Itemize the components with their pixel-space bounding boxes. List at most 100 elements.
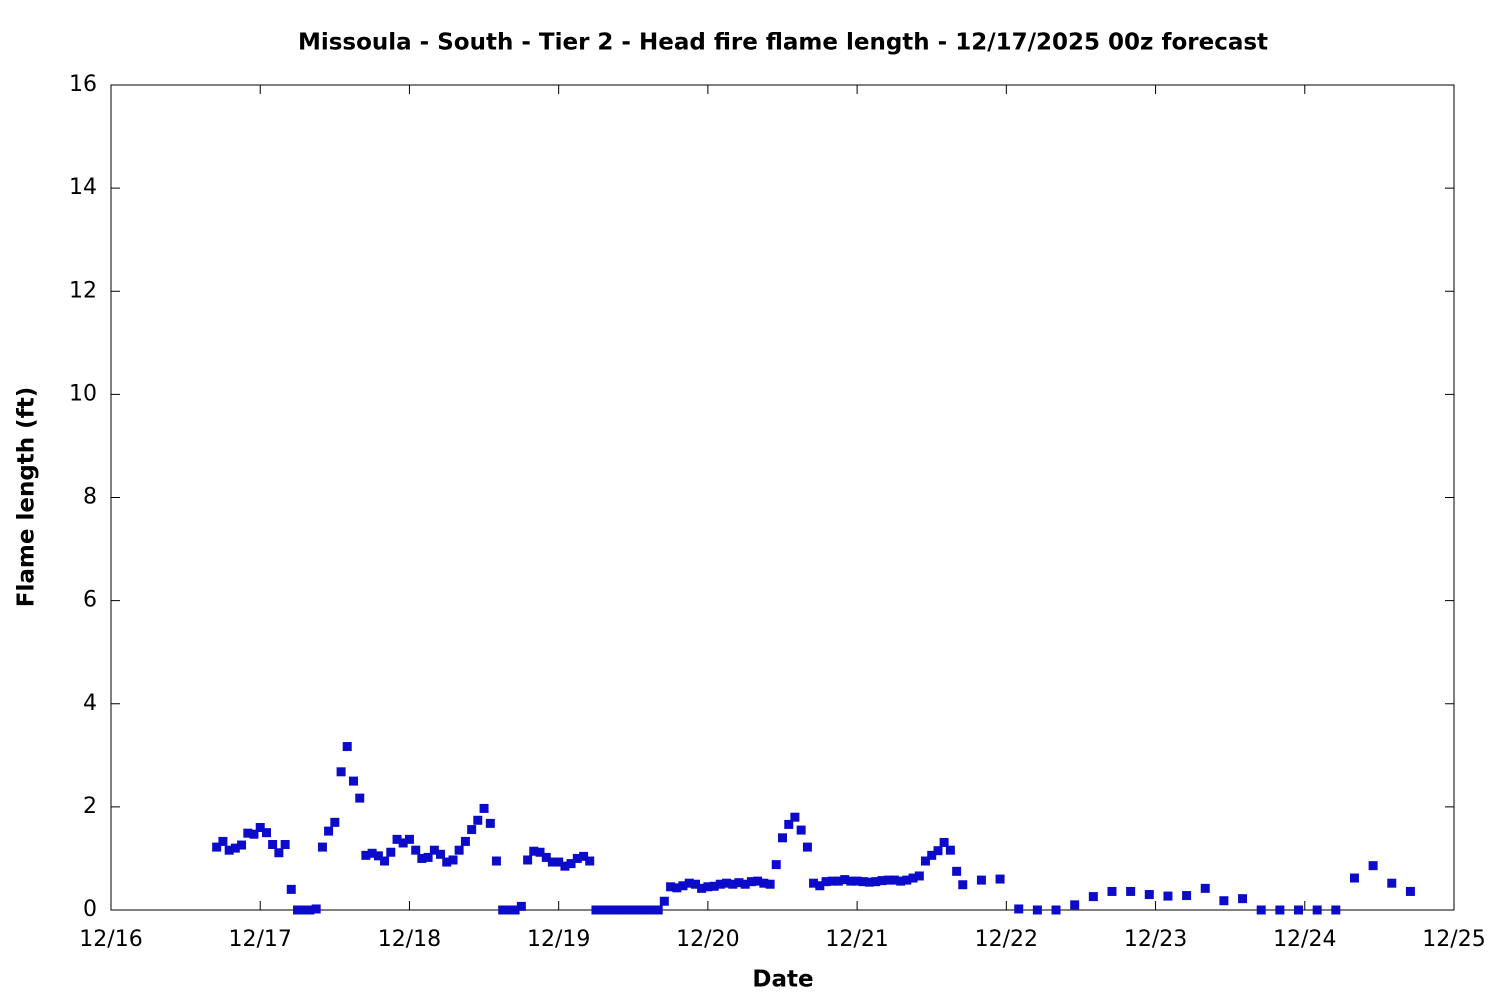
point — [1088, 892, 1098, 902]
point — [243, 828, 253, 838]
chart-title: Missoula - South - Tier 2 - Head fire fl… — [298, 30, 1268, 56]
point — [759, 878, 769, 888]
point — [703, 882, 713, 892]
point — [1051, 905, 1061, 915]
x-tick-label: 12/19 — [527, 927, 590, 952]
point — [610, 905, 620, 915]
point — [958, 880, 968, 890]
point — [280, 840, 290, 850]
point — [572, 853, 582, 863]
point — [535, 847, 545, 857]
point — [541, 852, 551, 862]
point — [678, 881, 688, 891]
point — [784, 819, 794, 829]
point — [342, 742, 352, 752]
point — [902, 875, 912, 885]
point — [1312, 905, 1322, 915]
point — [299, 905, 309, 915]
point — [1405, 886, 1415, 896]
point — [628, 905, 638, 915]
point — [423, 852, 433, 862]
point — [386, 847, 396, 857]
point — [945, 845, 955, 855]
x-tick-label: 12/21 — [825, 927, 888, 952]
y-tick-label: 0 — [83, 897, 97, 922]
point — [348, 776, 358, 786]
x-tick-label: 12/16 — [79, 927, 142, 952]
point — [336, 767, 346, 777]
x-tick-label: 12/23 — [1124, 927, 1187, 952]
point — [435, 849, 445, 859]
point — [324, 826, 334, 836]
point — [380, 856, 390, 866]
point — [746, 877, 756, 887]
y-tick-label: 6 — [83, 588, 97, 613]
point — [858, 877, 868, 887]
point — [1256, 905, 1266, 915]
point — [715, 879, 725, 889]
point — [1163, 891, 1173, 901]
point — [1238, 894, 1248, 904]
point — [1144, 890, 1154, 900]
point — [1275, 905, 1285, 915]
point — [846, 876, 856, 886]
point — [771, 860, 781, 870]
x-tick-label: 12/22 — [975, 927, 1038, 952]
point — [473, 815, 483, 825]
point — [311, 904, 321, 914]
point — [603, 905, 613, 915]
point — [802, 842, 812, 852]
point — [622, 905, 632, 915]
point — [877, 876, 887, 886]
point — [952, 866, 962, 876]
point — [355, 793, 365, 803]
point — [815, 881, 825, 891]
point — [691, 879, 701, 889]
point — [635, 905, 645, 915]
point — [1126, 886, 1136, 896]
point — [722, 878, 732, 888]
point — [255, 823, 265, 832]
point — [510, 905, 520, 915]
point — [852, 876, 862, 886]
point — [1219, 896, 1229, 906]
point — [429, 845, 439, 855]
point — [933, 846, 943, 856]
point — [659, 896, 669, 906]
point — [1107, 886, 1117, 896]
point — [641, 905, 651, 915]
x-tick-label: 12/25 — [1422, 927, 1485, 952]
point — [821, 877, 831, 887]
point — [597, 905, 607, 915]
point — [479, 803, 489, 813]
y-tick-label: 14 — [69, 175, 97, 200]
point — [778, 833, 787, 843]
point — [554, 857, 564, 867]
point — [914, 871, 924, 881]
point — [976, 875, 986, 885]
point — [529, 846, 539, 856]
point — [871, 877, 881, 887]
point — [485, 818, 495, 828]
point — [995, 874, 1005, 884]
point — [274, 848, 284, 858]
point — [1200, 883, 1210, 893]
point — [647, 905, 657, 915]
point — [411, 845, 421, 855]
point — [237, 840, 247, 850]
point — [864, 877, 874, 887]
point — [460, 836, 470, 846]
point — [504, 905, 514, 915]
point — [765, 879, 775, 889]
x-tick-label: 12/18 — [378, 927, 441, 952]
point — [684, 878, 694, 888]
point — [268, 840, 278, 850]
point — [293, 905, 303, 915]
point — [939, 837, 949, 847]
y-tick-label: 16 — [69, 72, 97, 97]
point — [920, 856, 930, 866]
point — [1070, 900, 1080, 910]
y-tick-label: 10 — [69, 381, 97, 406]
point — [491, 856, 501, 866]
